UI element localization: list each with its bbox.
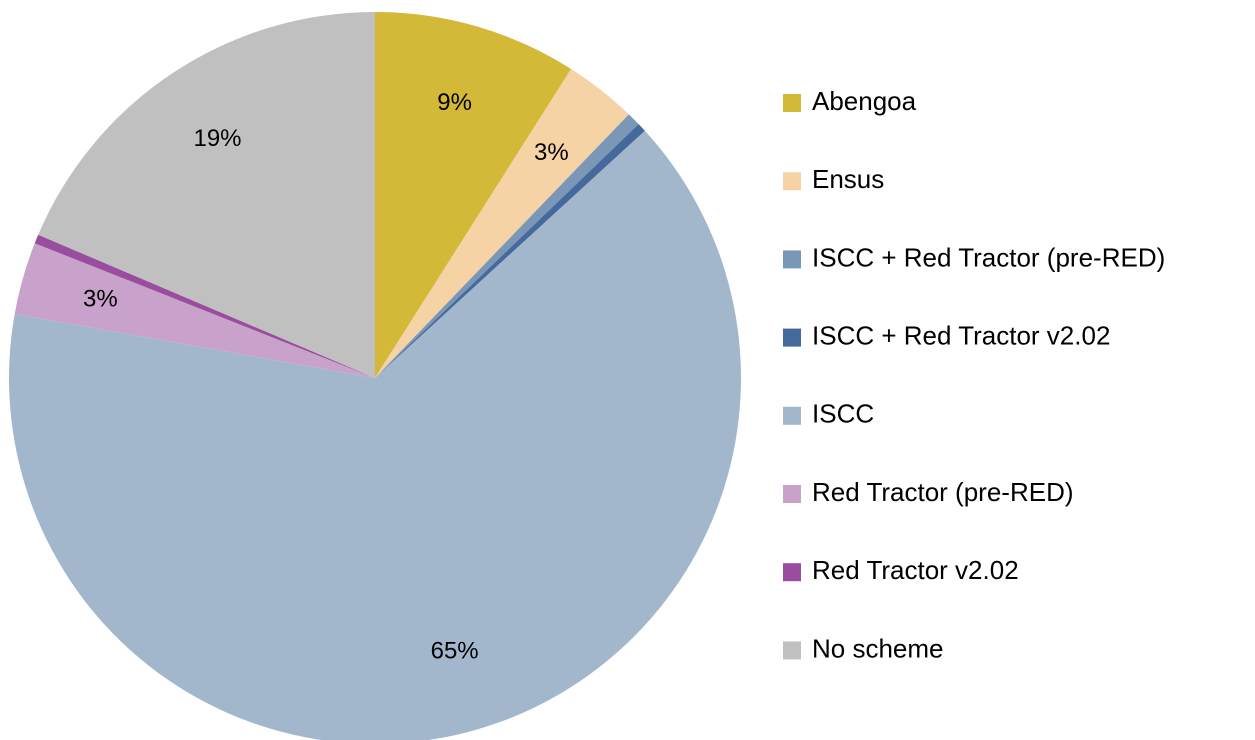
legend-label: ISCC + Red Tractor v2.02: [812, 320, 1110, 350]
pie-slice: [34, 234, 375, 378]
legend-swatch: [783, 641, 801, 660]
legend-label: Red Tractor v2.02: [812, 555, 1019, 585]
legend-swatch: [783, 406, 801, 425]
legend-swatch: [783, 172, 801, 191]
pie-slice: [375, 114, 639, 379]
pie-slice: [375, 124, 645, 378]
legend-label: ISCC + Red Tractor (pre-RED): [812, 242, 1165, 272]
legend-swatch: [783, 328, 801, 347]
data-label: 9%: [437, 89, 472, 116]
data-label: 3%: [83, 285, 118, 312]
legend-label: Ensus: [812, 164, 884, 194]
data-label: 65%: [431, 637, 479, 664]
legend-swatch: [783, 563, 801, 582]
data-label: 3%: [534, 139, 569, 166]
legend-label: ISCC: [812, 399, 874, 429]
pie-slice: [14, 243, 376, 378]
legend-label: Red Tractor (pre-RED): [812, 477, 1074, 507]
legend-label: No scheme: [812, 633, 944, 663]
legend-swatch: [783, 250, 801, 269]
data-label: 19%: [193, 125, 241, 152]
pie-slice: [375, 12, 572, 378]
pie-slice: [9, 130, 741, 740]
legend-swatch: [783, 485, 801, 503]
pie-slice: [375, 68, 629, 378]
legend-swatch: [783, 94, 801, 112]
legend-label: Abengoa: [812, 86, 917, 116]
pie-slice: [38, 12, 376, 378]
